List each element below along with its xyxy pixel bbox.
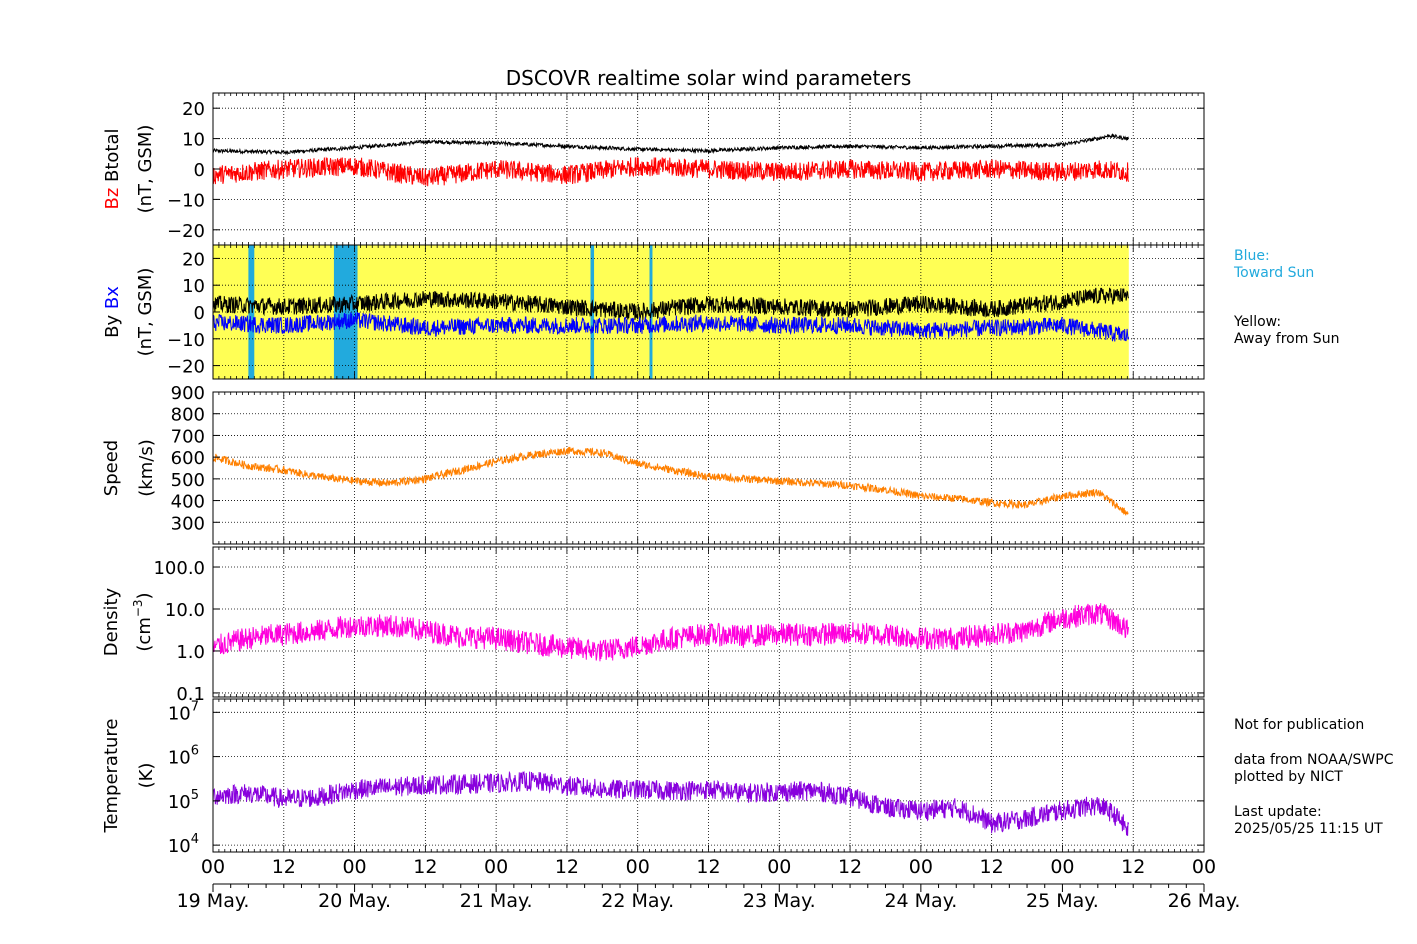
x-hour-label: 12 bbox=[555, 856, 579, 878]
y-axis-label-units: (nT, GSM) bbox=[135, 268, 156, 357]
toward-sun-band bbox=[248, 245, 255, 379]
series-line-bz bbox=[212, 156, 1129, 187]
panel-density bbox=[212, 546, 1205, 698]
panel-magnetic-y-x bbox=[212, 244, 1205, 380]
x-day-label: 26 May. bbox=[1168, 890, 1241, 912]
note-last-update-time: 2025/05/25 11:15 UT bbox=[1234, 821, 1383, 837]
y-tick-label: 105 bbox=[168, 788, 199, 813]
x-hour-label: 00 bbox=[1050, 856, 1074, 878]
chart-title: DSCOVR realtime solar wind parameters bbox=[505, 66, 912, 90]
y-tick-label: 104 bbox=[168, 832, 199, 857]
legend-yellow-label: Yellow: bbox=[1234, 314, 1282, 330]
x-day-label: 21 May. bbox=[460, 890, 533, 912]
series-line-speed bbox=[212, 446, 1129, 516]
y-axis-label-units: (K) bbox=[136, 763, 157, 789]
x-day-label: 22 May. bbox=[601, 890, 674, 912]
x-hour-label: 12 bbox=[413, 856, 437, 878]
y-tick-label: −20 bbox=[167, 221, 205, 242]
toward-sun-band bbox=[590, 245, 595, 379]
y-tick-label: 600 bbox=[171, 448, 205, 469]
x-hour-label: 00 bbox=[201, 856, 225, 878]
x-hour-label: 00 bbox=[767, 856, 791, 878]
y-axis-label-main: By Bx bbox=[102, 286, 123, 338]
y-tick-label: 20 bbox=[182, 99, 205, 120]
y-tick-label: 500 bbox=[171, 470, 205, 491]
note-data-source: data from NOAA/SWPC bbox=[1234, 752, 1394, 768]
note-last-update-label: Last update: bbox=[1234, 804, 1322, 820]
y-axis-label-main: Speed bbox=[101, 440, 122, 496]
note-not-for-publication: Not for publication bbox=[1234, 717, 1365, 733]
x-hour-label: 00 bbox=[1192, 856, 1216, 878]
panel-speed bbox=[212, 391, 1205, 545]
panel-frame bbox=[212, 698, 1205, 853]
y-axis-label-main: Density bbox=[101, 587, 122, 656]
y-tick-label: 900 bbox=[171, 383, 205, 404]
y-tick-label: −20 bbox=[167, 357, 205, 378]
note-plotted-by: plotted by NICT bbox=[1234, 769, 1343, 785]
x-hour-label: 00 bbox=[484, 856, 508, 878]
series-line-bx bbox=[212, 311, 1129, 342]
y-tick-label: 100.0 bbox=[153, 558, 205, 579]
y-axis-label-units: (km/s) bbox=[136, 439, 157, 496]
y-axis-label-units: (cm−3) bbox=[131, 592, 155, 651]
x-hour-label: 12 bbox=[696, 856, 720, 878]
x-hour-label: 12 bbox=[838, 856, 862, 878]
x-hour-label: 00 bbox=[626, 856, 650, 878]
y-tick-label: 10.0 bbox=[165, 600, 205, 621]
y-tick-label: 400 bbox=[171, 492, 205, 513]
panel-magnetic-total-z bbox=[212, 92, 1205, 246]
series-line-density bbox=[212, 603, 1129, 662]
legend-blue-label: Blue: bbox=[1234, 248, 1270, 264]
x-hour-label: 12 bbox=[980, 856, 1004, 878]
y-tick-label: −10 bbox=[167, 330, 205, 351]
series-line-by bbox=[212, 287, 1129, 320]
x-day-label: 19 May. bbox=[177, 890, 250, 912]
x-hour-label: 12 bbox=[1121, 856, 1145, 878]
legend-yellow-text: Away from Sun bbox=[1234, 331, 1340, 347]
x-day-label: 24 May. bbox=[884, 890, 957, 912]
y-tick-label: 1.0 bbox=[176, 642, 205, 663]
series-line-btotal bbox=[212, 133, 1129, 156]
y-axis-label-main: Temperature bbox=[101, 718, 122, 833]
y-tick-label: 20 bbox=[182, 249, 205, 270]
y-tick-label: 300 bbox=[171, 513, 205, 534]
x-day-label: 23 May. bbox=[743, 890, 816, 912]
y-tick-label: 0 bbox=[194, 303, 205, 324]
y-tick-label: 10 bbox=[182, 276, 205, 297]
panel-temperature bbox=[212, 698, 1205, 853]
y-tick-label: 107 bbox=[168, 699, 199, 724]
x-day-label: 25 May. bbox=[1026, 890, 1099, 912]
y-axis-label-main: Bz Btotal bbox=[102, 128, 123, 209]
x-hour-label: 00 bbox=[909, 856, 933, 878]
x-day-label: 20 May. bbox=[318, 890, 391, 912]
y-axis-label-units: (nT, GSM) bbox=[135, 125, 156, 214]
series-line-temperature bbox=[212, 770, 1129, 836]
legend-blue-text: Toward Sun bbox=[1234, 265, 1315, 281]
x-hour-label: 00 bbox=[342, 856, 366, 878]
y-tick-label: −10 bbox=[167, 190, 205, 211]
y-tick-label: 106 bbox=[168, 744, 199, 769]
y-tick-label: 10 bbox=[182, 130, 205, 151]
y-tick-label: 0 bbox=[194, 160, 205, 181]
x-hour-label: 12 bbox=[272, 856, 296, 878]
y-tick-label: 700 bbox=[171, 426, 205, 447]
y-tick-label: 800 bbox=[171, 405, 205, 426]
y-tick-label: 0.1 bbox=[176, 684, 205, 705]
